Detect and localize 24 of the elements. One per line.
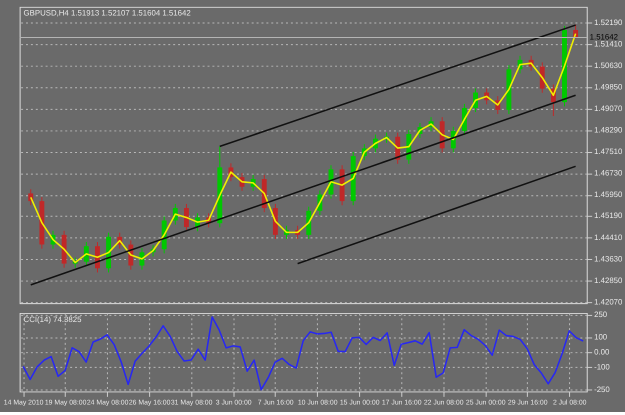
y-tick-label: 250: [594, 310, 608, 320]
y-tick-label: 1.44410: [594, 232, 624, 242]
y-tick-label: 1.46730: [594, 168, 624, 178]
y-tick-label: 1.42850: [594, 276, 624, 285]
y-tick-label: -100: [594, 362, 610, 372]
chart-title: GBPUSD,H4 1.51913 1.52107 1.51604 1.51642: [24, 8, 191, 18]
y-tick-label: 1.50630: [594, 60, 624, 70]
y-tick-label: 1.52190: [594, 18, 624, 27]
y-tick-label: 1.49070: [594, 104, 624, 113]
y-tick-label: 1.48290: [594, 126, 624, 135]
y-tick-label: 1.47510: [594, 147, 624, 156]
y-tick-label: -250: [594, 385, 610, 394]
y-tick-label: 1.42070: [594, 297, 624, 306]
y-tick-label: 1.49850: [594, 82, 624, 92]
y-tick-label: 1.43630: [594, 254, 624, 264]
y-tick-label: 0.00: [594, 348, 610, 357]
chart-title: CCI(14) 74.3825: [24, 314, 82, 324]
y-tick-label: 100: [594, 332, 608, 342]
y-tick-label: 1.45950: [594, 190, 624, 200]
ref-line-label: 1.51642: [590, 32, 618, 42]
y-tick-label: 1.51410: [594, 39, 624, 48]
y-tick-label: 1.45190: [594, 211, 624, 220]
candlestick: [184, 203, 189, 232]
line-series: [22, 316, 584, 390]
